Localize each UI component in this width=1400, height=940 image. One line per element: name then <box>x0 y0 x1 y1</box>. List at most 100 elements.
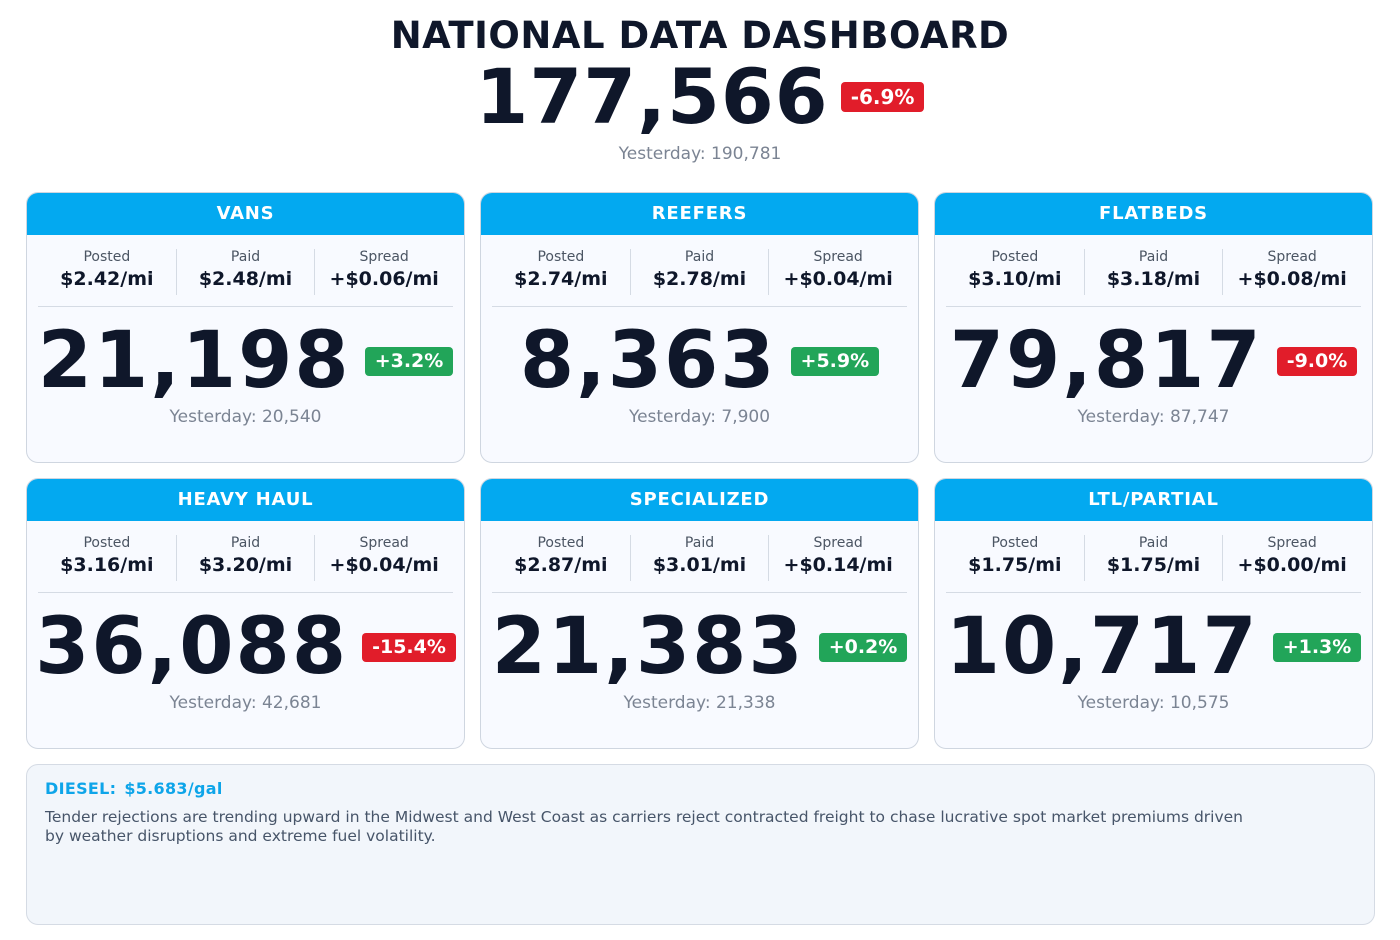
count-value: 79,817 <box>949 316 1263 406</box>
rates-row: Posted $3.16/mi Paid $3.20/mi Spread +$0… <box>38 521 453 593</box>
rate-label: Posted <box>83 249 131 265</box>
rate-label: Spread <box>359 535 409 551</box>
rate-label: Paid <box>1138 535 1169 551</box>
rate-label: Paid <box>684 535 715 551</box>
total-change-badge: -6.9% <box>840 82 925 112</box>
rate-spread: Spread +$0.06/mi <box>315 249 453 295</box>
rate-paid: Paid $2.48/mi <box>177 249 316 295</box>
rate-value: $2.48/mi <box>198 268 293 290</box>
rate-value: $2.78/mi <box>652 268 747 290</box>
card-title: LTL/PARTIAL <box>935 479 1372 521</box>
rate-posted: Posted $2.87/mi <box>492 535 631 581</box>
rate-paid: Paid $3.20/mi <box>177 535 316 581</box>
card-yesterday: Yesterday: 20,540 <box>169 407 322 427</box>
diesel-label: DIESEL: <box>45 779 117 798</box>
rate-value: $3.20/mi <box>198 554 293 576</box>
rate-value: $3.10/mi <box>968 268 1062 290</box>
rate-value: $3.01/mi <box>652 554 747 576</box>
rate-posted: Posted $1.75/mi <box>946 535 1085 581</box>
card-flatbeds: FLATBEDS Posted $3.10/mi Paid $3.18/mi S… <box>934 192 1373 463</box>
rate-value: +$0.14/mi <box>783 554 893 576</box>
rate-label: Paid <box>684 249 715 265</box>
rate-value: $2.74/mi <box>514 268 608 290</box>
dashboard-header: NATIONAL DATA DASHBOARD 177,566 -6.9% Ye… <box>0 14 1400 164</box>
count-row: 8,363 +5.9% <box>481 321 918 401</box>
rate-label: Spread <box>813 535 863 551</box>
rate-label: Posted <box>537 249 585 265</box>
rate-spread: Spread +$0.14/mi <box>769 535 907 581</box>
count-row: 36,088 -15.4% <box>27 607 464 687</box>
card-yesterday: Yesterday: 21,338 <box>623 693 776 713</box>
card-yesterday: Yesterday: 10,575 <box>1077 693 1230 713</box>
rate-value: +$0.00/mi <box>1237 554 1347 576</box>
rate-value: $2.87/mi <box>514 554 608 576</box>
rate-label: Paid <box>230 249 261 265</box>
page-title: NATIONAL DATA DASHBOARD <box>390 14 1010 57</box>
card-title: REEFERS <box>481 193 918 235</box>
rates-row: Posted $2.74/mi Paid $2.78/mi Spread +$0… <box>492 235 907 307</box>
rate-value: +$0.04/mi <box>329 554 439 576</box>
count-row: 21,383 +0.2% <box>481 607 918 687</box>
rate-label: Posted <box>537 535 585 551</box>
total-row: 177,566 -6.9% <box>0 52 1400 141</box>
rate-posted: Posted $3.16/mi <box>38 535 177 581</box>
rate-label: Posted <box>991 249 1039 265</box>
rate-value: +$0.06/mi <box>329 268 439 290</box>
rate-paid: Paid $1.75/mi <box>1085 535 1224 581</box>
rate-label: Posted <box>83 535 131 551</box>
rates-row: Posted $2.87/mi Paid $3.01/mi Spread +$0… <box>492 521 907 593</box>
rate-label: Spread <box>1267 535 1317 551</box>
rates-row: Posted $3.10/mi Paid $3.18/mi Spread +$0… <box>946 235 1361 307</box>
change-badge: +3.2% <box>364 346 454 376</box>
rate-value: +$0.04/mi <box>783 268 893 290</box>
card-title: FLATBEDS <box>935 193 1372 235</box>
rate-posted: Posted $3.10/mi <box>946 249 1085 295</box>
rate-label: Spread <box>1267 249 1317 265</box>
rate-label: Paid <box>1138 249 1169 265</box>
count-row: 79,817 -9.0% <box>935 321 1372 401</box>
card-heavy-haul: HEAVY HAUL Posted $3.16/mi Paid $3.20/mi… <box>26 478 465 749</box>
card-title: SPECIALIZED <box>481 479 918 521</box>
rate-label: Spread <box>359 249 409 265</box>
count-value: 10,717 <box>945 602 1259 692</box>
diesel-value: $5.683/gal <box>124 779 223 798</box>
rate-paid: Paid $3.01/mi <box>631 535 770 581</box>
card-reefers: REEFERS Posted $2.74/mi Paid $2.78/mi Sp… <box>480 192 919 463</box>
card-specialized: SPECIALIZED Posted $2.87/mi Paid $3.01/m… <box>480 478 919 749</box>
rate-label: Spread <box>813 249 863 265</box>
rate-spread: Spread +$0.00/mi <box>1223 535 1361 581</box>
total-yesterday: Yesterday: 190,781 <box>618 144 782 164</box>
card-vans: VANS Posted $2.42/mi Paid $2.48/mi Sprea… <box>26 192 465 463</box>
rate-spread: Spread +$0.08/mi <box>1223 249 1361 295</box>
rate-value: $1.75/mi <box>968 554 1062 576</box>
change-badge: +1.3% <box>1272 632 1362 662</box>
rate-value: +$0.08/mi <box>1237 268 1347 290</box>
card-title: VANS <box>27 193 464 235</box>
count-row: 21,198 +3.2% <box>27 321 464 401</box>
diesel-price: DIESEL: $5.683/gal <box>45 779 1356 799</box>
change-badge: -9.0% <box>1276 346 1358 376</box>
count-row: 10,717 +1.3% <box>935 607 1372 687</box>
card-ltl-partial: LTL/PARTIAL Posted $1.75/mi Paid $1.75/m… <box>934 478 1373 749</box>
count-value: 8,363 <box>519 316 777 406</box>
rate-paid: Paid $3.18/mi <box>1085 249 1224 295</box>
rate-label: Paid <box>230 535 261 551</box>
rates-row: Posted $2.42/mi Paid $2.48/mi Spread +$0… <box>38 235 453 307</box>
rate-value: $3.18/mi <box>1106 268 1201 290</box>
rates-row: Posted $1.75/mi Paid $1.75/mi Spread +$0… <box>946 521 1361 593</box>
change-badge: +0.2% <box>818 632 908 662</box>
count-value: 36,088 <box>35 602 349 692</box>
rate-posted: Posted $2.74/mi <box>492 249 631 295</box>
card-yesterday: Yesterday: 87,747 <box>1077 407 1230 427</box>
rate-posted: Posted $2.42/mi <box>38 249 177 295</box>
card-yesterday: Yesterday: 7,900 <box>628 407 771 427</box>
count-value: 21,198 <box>37 316 351 406</box>
news-text: Tender rejections are trending upward in… <box>45 808 1243 845</box>
news-panel: DIESEL: $5.683/gal Tender rejections are … <box>26 764 1375 925</box>
rate-spread: Spread +$0.04/mi <box>315 535 453 581</box>
card-title: HEAVY HAUL <box>27 479 464 521</box>
rate-paid: Paid $2.78/mi <box>631 249 770 295</box>
rate-value: $2.42/mi <box>60 268 154 290</box>
rate-spread: Spread +$0.04/mi <box>769 249 907 295</box>
total-value: 177,566 <box>475 52 829 141</box>
